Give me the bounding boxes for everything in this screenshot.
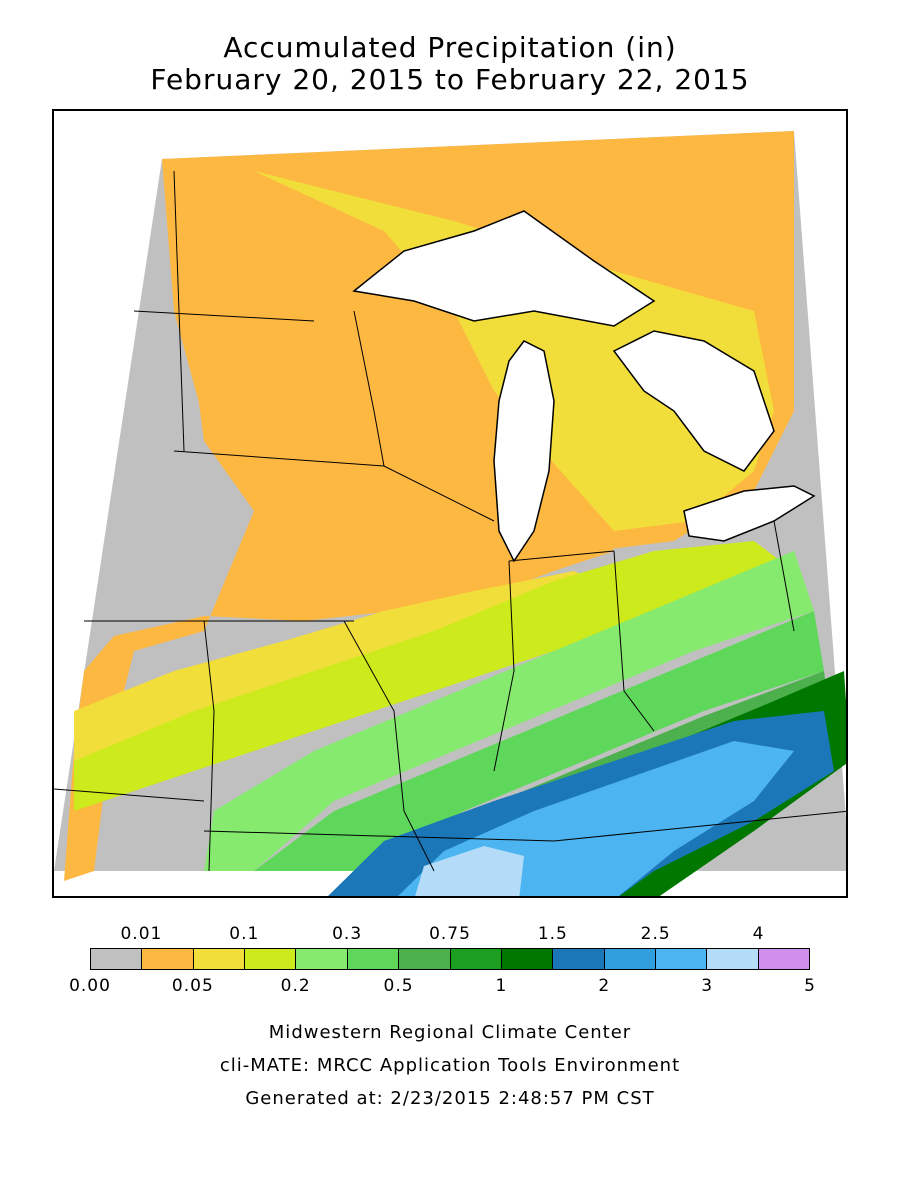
legend-swatch xyxy=(553,949,605,969)
legend-label-top: 2.5 xyxy=(640,924,671,944)
legend-label-bottom: 2 xyxy=(598,976,611,996)
precipitation-map xyxy=(52,109,848,898)
legend-label-bottom: 3 xyxy=(701,976,714,996)
credit-tool: cli-MATE: MRCC Application Tools Environ… xyxy=(219,1055,681,1076)
legend-swatch xyxy=(399,949,451,969)
legend-color-bar xyxy=(90,948,810,970)
map-date-range: February 20, 2015 to February 22, 2015 xyxy=(150,63,750,96)
legend-swatch xyxy=(655,949,708,969)
zone-0.2-0.3 xyxy=(204,551,814,871)
lake-michigan xyxy=(493,340,555,563)
legend-swatch xyxy=(758,949,810,969)
legend-swatch xyxy=(450,949,502,969)
credit-organization: Midwestern Regional Climate Center xyxy=(268,1022,632,1043)
legend-label-bottom: 1 xyxy=(495,976,508,996)
lake-superior xyxy=(352,210,656,327)
legend-label-bottom: 0.5 xyxy=(383,976,414,996)
legend-label-top: 0.01 xyxy=(120,924,163,944)
legend-swatch xyxy=(142,949,194,969)
lake-huron xyxy=(612,330,775,472)
state-borders xyxy=(54,170,846,872)
legend-label-bottom: 5 xyxy=(804,976,816,996)
zone-0.1-0.2 xyxy=(74,541,794,811)
legend-swatch xyxy=(91,949,143,969)
legend-label-top: 1.5 xyxy=(537,924,568,944)
legend-swatch xyxy=(501,949,554,969)
legend-label-top: 4 xyxy=(752,924,765,944)
zone-3-4 xyxy=(415,846,524,896)
legend-label-bottom: 0.00 xyxy=(69,976,111,996)
legend-label-top: 0.1 xyxy=(229,924,260,944)
lake-erie xyxy=(683,485,816,542)
legend-swatch xyxy=(347,949,400,969)
zone-0.3-0.5 xyxy=(254,611,824,871)
legend-swatch xyxy=(245,949,297,969)
legend-label-bottom: 0.05 xyxy=(171,976,214,996)
map-title: Accumulated Precipitation (in) xyxy=(223,31,677,64)
map-canvas xyxy=(54,111,846,896)
zone-0.05-0.1 xyxy=(254,171,774,531)
legend-swatch xyxy=(604,949,656,969)
precipitation-legend: 0.00 0.05 0.2 0.5 1 2 3 5 0.01 0.1 0.3 0.75 1.5 2.5 4 xyxy=(0,920,900,1000)
legend-swatch xyxy=(296,949,348,969)
legend-label-top: 0.3 xyxy=(332,924,363,944)
legend-swatch xyxy=(707,949,759,969)
legend-label-top: 0.75 xyxy=(429,924,471,944)
credit-timestamp: Generated at: 2/23/2015 2:48:57 PM CST xyxy=(245,1088,655,1109)
legend-swatch xyxy=(193,949,246,969)
legend-label-bottom: 0.2 xyxy=(280,976,311,996)
